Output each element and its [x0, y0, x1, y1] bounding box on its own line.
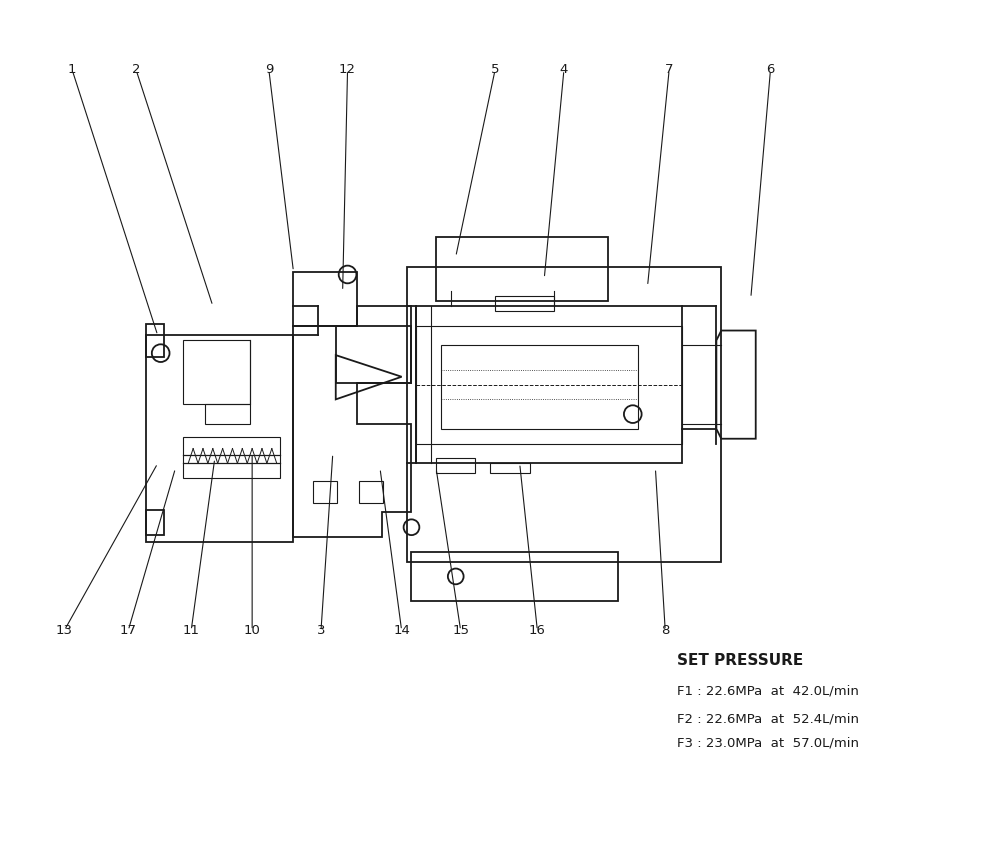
Bar — [293, 272, 357, 326]
Text: F3 : 23.0MPa  at  57.0L/min: F3 : 23.0MPa at 57.0L/min — [677, 736, 859, 749]
Bar — [411, 552, 618, 601]
Text: 12: 12 — [339, 63, 356, 77]
Text: 6: 6 — [766, 63, 775, 77]
Bar — [359, 481, 383, 503]
Bar — [416, 306, 682, 463]
Text: 10: 10 — [244, 624, 261, 637]
Text: 17: 17 — [120, 624, 137, 637]
Bar — [436, 458, 475, 473]
Text: 13: 13 — [56, 624, 73, 637]
Bar — [336, 326, 411, 382]
Text: 1: 1 — [68, 63, 76, 77]
Bar — [205, 404, 250, 424]
Text: 11: 11 — [183, 624, 200, 637]
Text: F2 : 22.6MPa  at  52.4L/min: F2 : 22.6MPa at 52.4L/min — [677, 712, 859, 726]
Bar — [441, 345, 638, 429]
Bar — [146, 323, 164, 357]
Text: 8: 8 — [661, 624, 669, 637]
Text: 9: 9 — [265, 63, 273, 77]
Bar — [183, 436, 280, 478]
Bar — [407, 267, 721, 561]
Text: 15: 15 — [452, 624, 469, 637]
Text: 5: 5 — [491, 63, 499, 77]
Bar — [490, 463, 530, 473]
Bar — [495, 296, 554, 311]
Text: 14: 14 — [393, 624, 410, 637]
Bar — [416, 326, 682, 444]
Bar — [183, 340, 250, 404]
Text: 2: 2 — [132, 63, 140, 77]
Bar — [436, 237, 608, 301]
Text: 16: 16 — [529, 624, 546, 637]
Text: 3: 3 — [317, 624, 325, 637]
Text: 4: 4 — [560, 63, 568, 77]
Text: SET PRESSURE: SET PRESSURE — [677, 652, 803, 668]
Text: 7: 7 — [665, 63, 673, 77]
Bar — [313, 481, 337, 503]
Bar — [146, 510, 164, 535]
Text: F1 : 22.6MPa  at  42.0L/min: F1 : 22.6MPa at 42.0L/min — [677, 685, 859, 698]
Bar — [146, 335, 293, 542]
